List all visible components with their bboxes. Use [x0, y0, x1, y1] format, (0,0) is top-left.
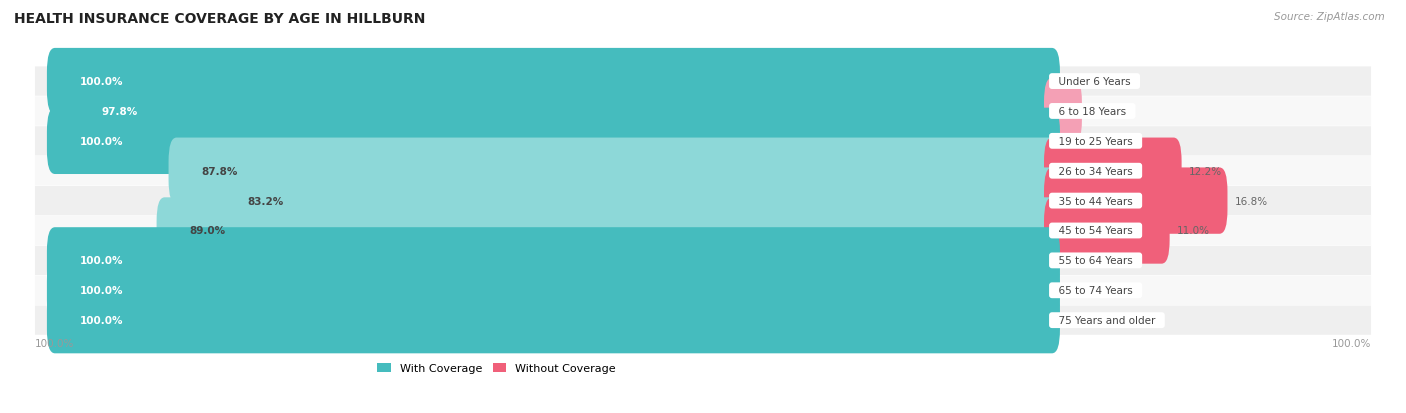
Text: 65 to 74 Years: 65 to 74 Years [1052, 285, 1139, 296]
FancyBboxPatch shape [35, 246, 1371, 275]
FancyBboxPatch shape [35, 67, 1371, 97]
FancyBboxPatch shape [46, 287, 1060, 354]
FancyBboxPatch shape [35, 97, 1371, 126]
Text: 26 to 34 Years: 26 to 34 Years [1052, 166, 1139, 176]
Text: 12.2%: 12.2% [1188, 166, 1222, 176]
Text: 11.0%: 11.0% [1177, 226, 1209, 236]
Text: 100.0%: 100.0% [80, 285, 124, 296]
Text: 100.0%: 100.0% [80, 137, 124, 147]
Text: 75 Years and older: 75 Years and older [1052, 316, 1161, 325]
FancyBboxPatch shape [46, 228, 1060, 294]
Text: 0.0%: 0.0% [1067, 285, 1094, 296]
FancyBboxPatch shape [1045, 138, 1181, 204]
Text: 0.0%: 0.0% [1067, 137, 1094, 147]
Text: 16.8%: 16.8% [1234, 196, 1268, 206]
Text: 35 to 44 Years: 35 to 44 Years [1052, 196, 1139, 206]
Text: 0.0%: 0.0% [1067, 316, 1094, 325]
FancyBboxPatch shape [35, 187, 1371, 216]
Text: 19 to 25 Years: 19 to 25 Years [1052, 137, 1139, 147]
Text: 83.2%: 83.2% [247, 196, 284, 206]
FancyBboxPatch shape [46, 49, 1060, 115]
Legend: With Coverage, Without Coverage: With Coverage, Without Coverage [373, 358, 620, 378]
FancyBboxPatch shape [156, 198, 1060, 264]
Text: 100.0%: 100.0% [80, 316, 124, 325]
FancyBboxPatch shape [1045, 78, 1081, 145]
FancyBboxPatch shape [35, 276, 1371, 305]
FancyBboxPatch shape [35, 306, 1371, 335]
Text: Under 6 Years: Under 6 Years [1052, 77, 1137, 87]
Text: 100.0%: 100.0% [1331, 339, 1371, 349]
FancyBboxPatch shape [46, 257, 1060, 324]
Text: 0.0%: 0.0% [1067, 256, 1094, 266]
Text: 87.8%: 87.8% [201, 166, 238, 176]
FancyBboxPatch shape [35, 216, 1371, 246]
Text: HEALTH INSURANCE COVERAGE BY AGE IN HILLBURN: HEALTH INSURANCE COVERAGE BY AGE IN HILL… [14, 12, 426, 26]
FancyBboxPatch shape [69, 78, 1060, 145]
Text: 0.0%: 0.0% [1067, 77, 1094, 87]
FancyBboxPatch shape [169, 138, 1060, 204]
Text: 97.8%: 97.8% [101, 107, 138, 116]
Text: 45 to 54 Years: 45 to 54 Years [1052, 226, 1139, 236]
Text: 2.2%: 2.2% [1088, 107, 1115, 116]
FancyBboxPatch shape [215, 168, 1060, 234]
Text: 55 to 64 Years: 55 to 64 Years [1052, 256, 1139, 266]
Text: Source: ZipAtlas.com: Source: ZipAtlas.com [1274, 12, 1385, 22]
FancyBboxPatch shape [35, 127, 1371, 156]
FancyBboxPatch shape [1045, 168, 1227, 234]
FancyBboxPatch shape [46, 108, 1060, 175]
Text: 100.0%: 100.0% [35, 339, 75, 349]
Text: 100.0%: 100.0% [80, 77, 124, 87]
Text: 100.0%: 100.0% [80, 256, 124, 266]
FancyBboxPatch shape [1045, 198, 1170, 264]
Text: 89.0%: 89.0% [190, 226, 225, 236]
FancyBboxPatch shape [35, 157, 1371, 186]
Text: 6 to 18 Years: 6 to 18 Years [1052, 107, 1133, 116]
